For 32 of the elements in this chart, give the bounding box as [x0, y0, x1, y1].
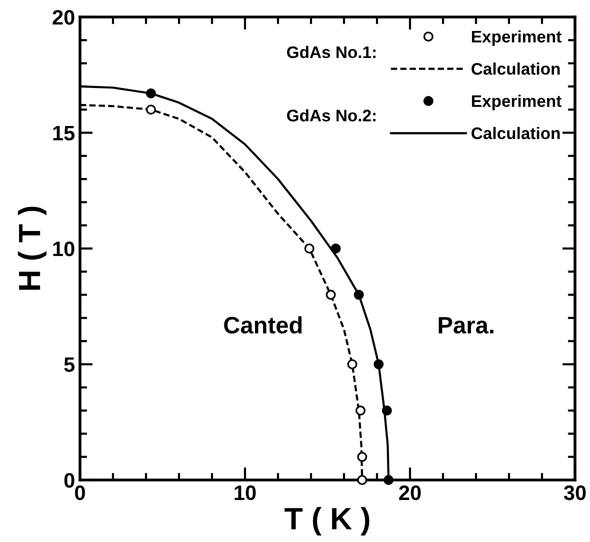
annotation: GdAs No.2:	[287, 109, 376, 122]
x-tick-label: 0	[75, 485, 85, 500]
point	[326, 290, 336, 300]
point	[384, 475, 394, 485]
annotation: Canted	[224, 316, 302, 334]
point	[356, 406, 366, 416]
point	[304, 244, 314, 254]
x-axis-title: T ( K )	[284, 507, 370, 536]
annotation: GdAs No.1:	[287, 46, 376, 58]
x-tick-label: 20	[399, 485, 421, 500]
y-axis-title: H ( T )	[18, 206, 46, 290]
point	[347, 359, 358, 370]
legend-label: Calculation	[472, 126, 560, 140]
point	[382, 406, 392, 416]
point	[146, 104, 156, 115]
point	[357, 475, 368, 485]
y-tick-label: 15	[53, 126, 75, 141]
point	[330, 244, 341, 254]
y-tick-label: 0	[64, 473, 74, 488]
point	[354, 290, 364, 300]
y-tick-label: 10	[53, 242, 74, 256]
point	[374, 359, 384, 370]
x-tick-label: 10	[234, 485, 256, 500]
point	[357, 452, 368, 462]
y-tick-label: 20	[52, 10, 74, 25]
y-tick-label: 5	[64, 357, 75, 372]
legend-label: Experiment	[472, 30, 562, 46]
annotation: Para.	[438, 317, 494, 334]
legend-label: Experiment	[472, 94, 562, 110]
legend-label: Calculation	[472, 62, 560, 75]
x-tick-label: 30	[564, 485, 586, 500]
point	[146, 88, 156, 98]
